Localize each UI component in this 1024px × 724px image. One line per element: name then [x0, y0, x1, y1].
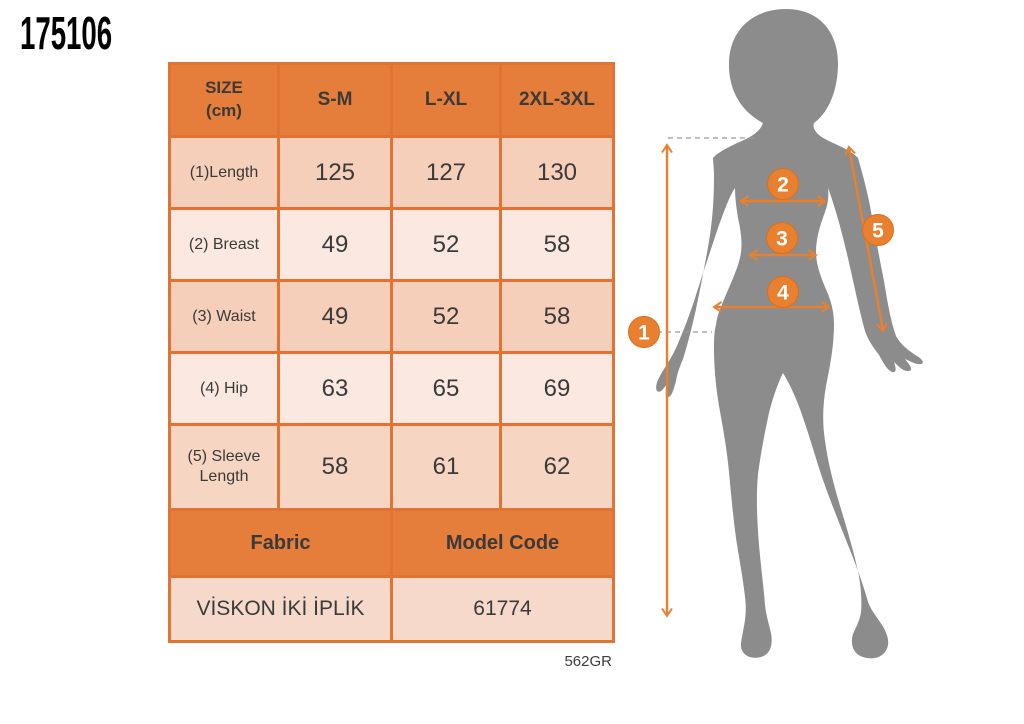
breast-s-m: 49: [277, 207, 393, 282]
size-column-2xl-3xl: 2XL-3XL: [499, 62, 615, 138]
table-row-breast: (2) Breast 49 52 58: [168, 207, 615, 282]
sleeve-s-m: 58: [277, 423, 393, 511]
fabric-model-value-row: VİSKON İKİ İPLİK 61774: [168, 575, 615, 643]
table-row-hip: (4) Hip 63 65 69: [168, 351, 615, 426]
body-silhouette-svg: 1 2 3 4 5: [628, 9, 923, 659]
table-row-sleeve-length: (5) Sleeve Length 58 61 62: [168, 423, 615, 511]
row-label-hip: (4) Hip: [168, 351, 280, 426]
waist-l-xl: 52: [390, 279, 502, 354]
model-code-value-cell: 61774: [390, 575, 615, 643]
size-table-header-row: SIZE (cm) S-M L-XL 2XL-3XL: [168, 62, 615, 138]
hip-2xl-3xl: 69: [499, 351, 615, 426]
weight-note: 562GR: [564, 653, 612, 670]
row-label-breast: (2) Breast: [168, 207, 280, 282]
waist-2xl-3xl: 58: [499, 279, 615, 354]
marker-5: 5: [862, 214, 894, 246]
fabric-header-cell: Fabric: [168, 508, 393, 578]
female-silhouette: [656, 9, 923, 659]
hip-l-xl: 65: [390, 351, 502, 426]
svg-text:5: 5: [872, 220, 884, 243]
svg-text:1: 1: [638, 322, 650, 345]
svg-text:2: 2: [777, 174, 789, 197]
length-l-xl: 127: [390, 135, 502, 210]
size-column-l-xl: L-XL: [390, 62, 502, 138]
hip-s-m: 63: [277, 351, 393, 426]
measurement-figure: 1 2 3 4 5: [620, 0, 1024, 724]
breast-l-xl: 52: [390, 207, 502, 282]
breast-2xl-3xl: 58: [499, 207, 615, 282]
size-table: SIZE (cm) S-M L-XL 2XL-3XL (1)Length 125…: [168, 62, 615, 643]
sleeve-2xl-3xl: 62: [499, 423, 615, 511]
waist-s-m: 49: [277, 279, 393, 354]
size-column-s-m: S-M: [277, 62, 393, 138]
sleeve-l-xl: 61: [390, 423, 502, 511]
length-s-m: 125: [277, 135, 393, 210]
table-row-waist: (3) Waist 49 52 58: [168, 279, 615, 354]
size-cm-header-cell: SIZE (cm): [168, 62, 280, 138]
model-code-header-cell: Model Code: [390, 508, 615, 578]
row-label-waist: (3) Waist: [168, 279, 280, 354]
fabric-model-header-row: Fabric Model Code: [168, 508, 615, 578]
product-code: 175106: [20, 7, 113, 59]
length-2xl-3xl: 130: [499, 135, 615, 210]
table-row-length: (1)Length 125 127 130: [168, 135, 615, 210]
svg-text:4: 4: [777, 282, 789, 305]
svg-text:3: 3: [776, 228, 788, 251]
marker-4: 4: [767, 276, 799, 308]
marker-1: 1: [628, 316, 660, 348]
marker-2: 2: [767, 168, 799, 200]
row-label-length: (1)Length: [168, 135, 280, 210]
fabric-value-cell: VİSKON İKİ İPLİK: [168, 575, 393, 643]
row-label-sleeve-length: (5) Sleeve Length: [168, 423, 280, 511]
marker-3: 3: [766, 222, 798, 254]
